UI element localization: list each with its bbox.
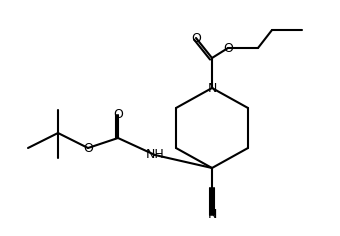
Text: O: O <box>191 31 201 45</box>
Text: O: O <box>113 109 123 122</box>
Text: O: O <box>83 142 93 155</box>
Text: N: N <box>207 81 217 94</box>
Text: NH: NH <box>146 148 164 161</box>
Text: O: O <box>223 42 233 55</box>
Text: N: N <box>207 208 217 222</box>
